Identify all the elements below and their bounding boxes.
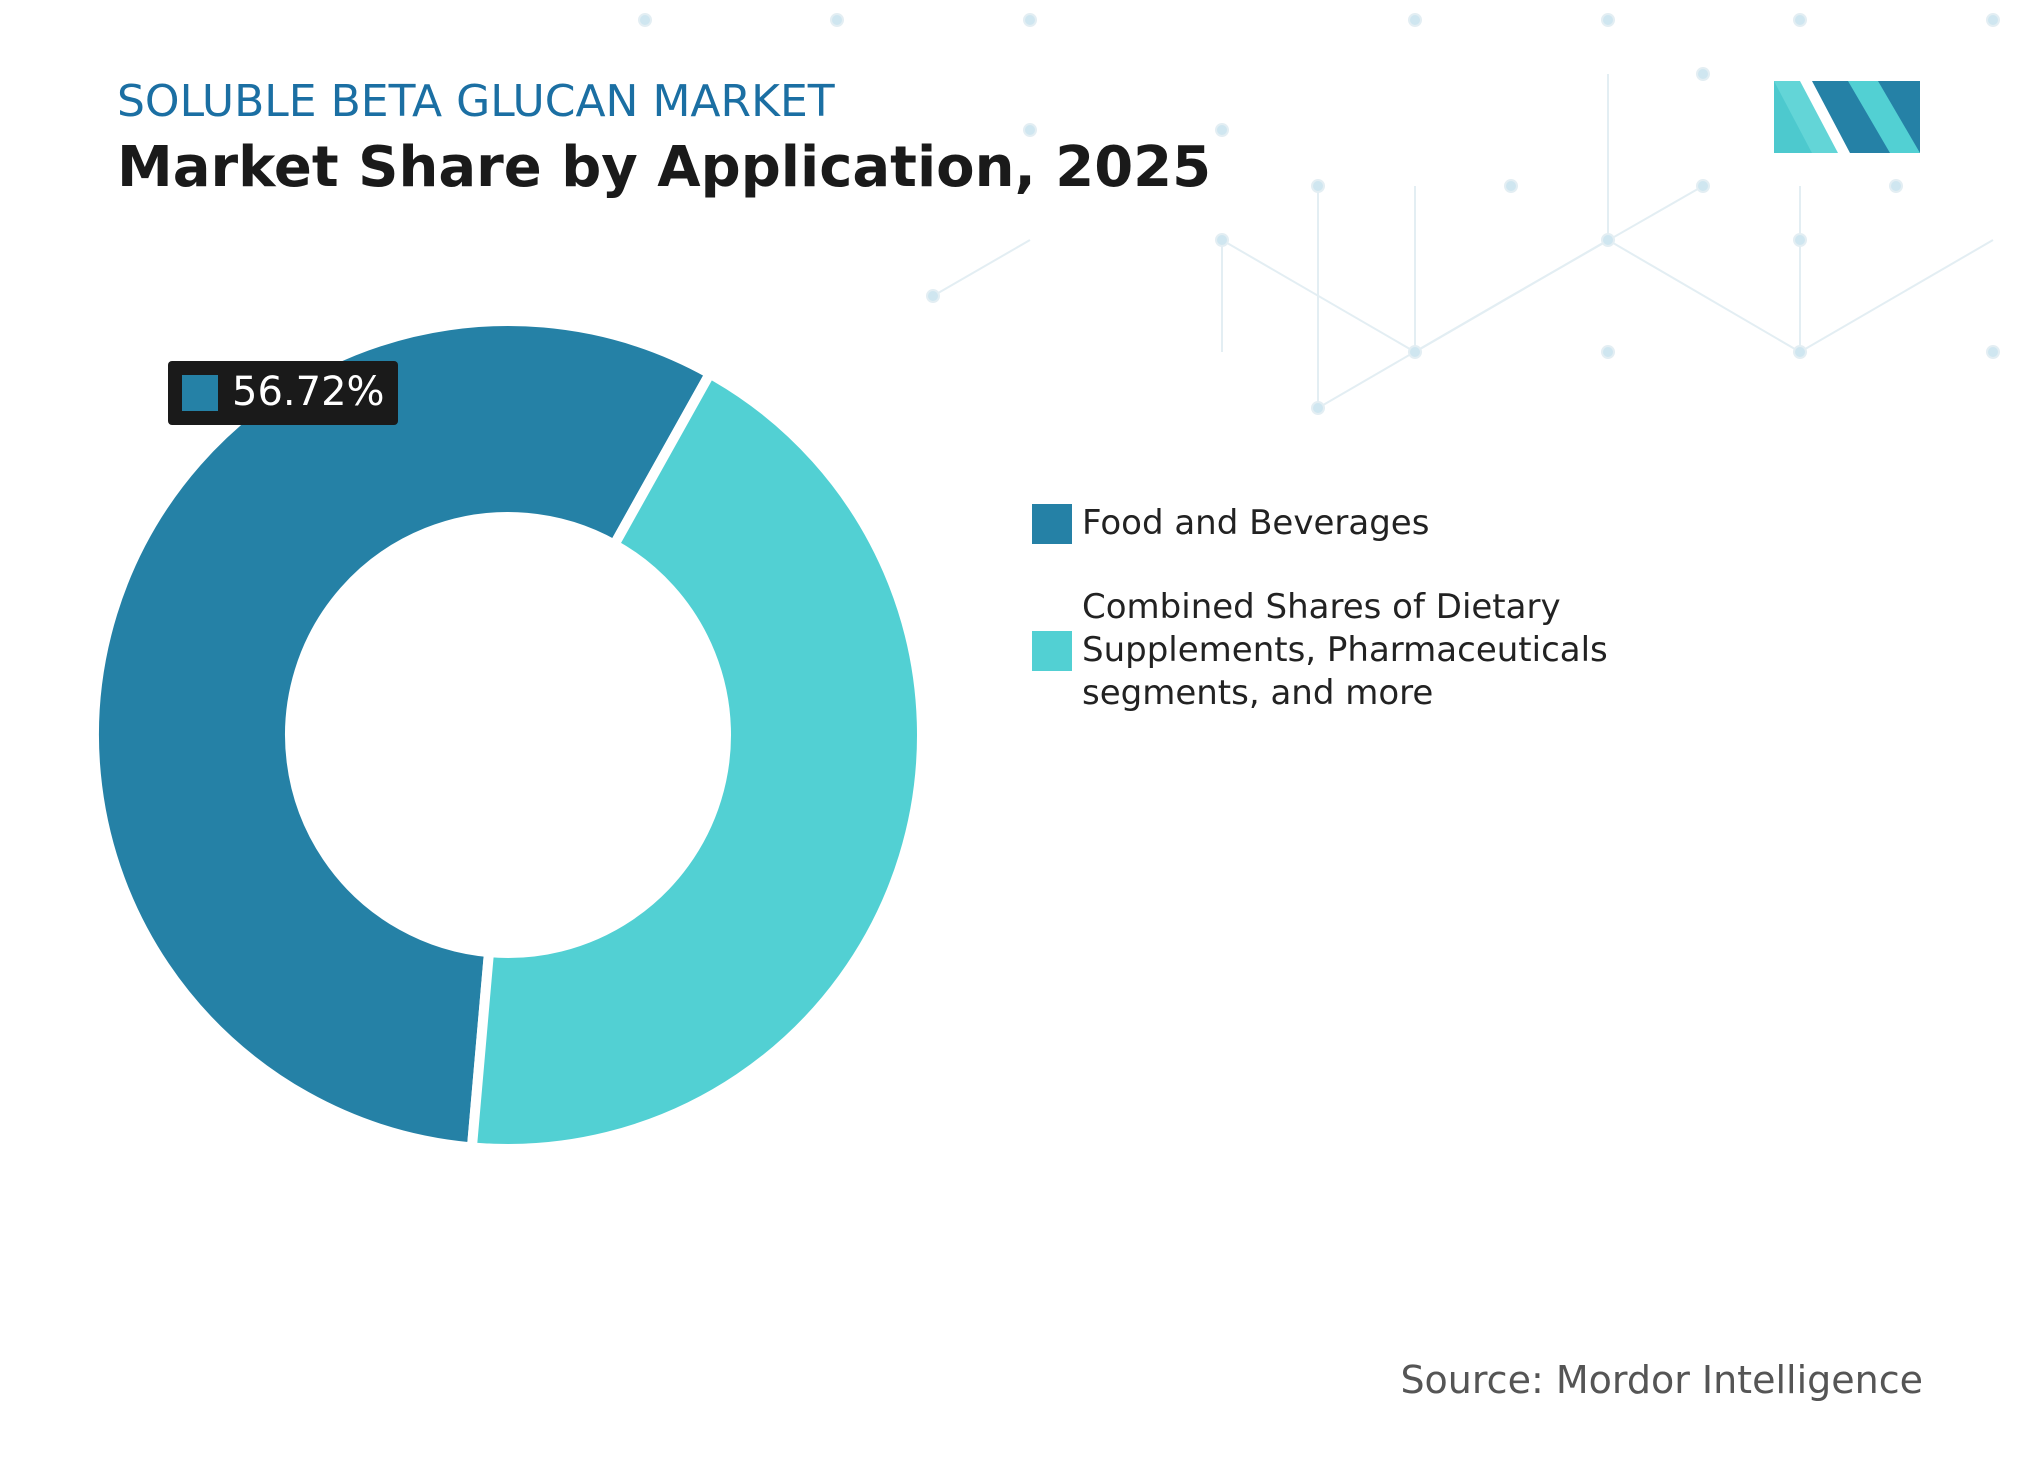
source: Source: Mordor Intelligence [1400,1358,1923,1402]
legend-item: Combined Shares of Dietary Supplements, … [1032,586,1672,715]
chart-subtitle: Market Share by Application, 2025 [117,135,1211,200]
legend-label: Food and Beverages [1082,503,1430,543]
pie-slice [89,316,717,1153]
data-label: 56.72% [168,361,398,425]
label-text: 56.72% [232,369,385,415]
pie-slice [466,366,927,1154]
label-box [168,361,398,425]
label-swatch [182,375,218,411]
legend-swatch [1032,630,1072,671]
legend-item: Food and Beverages [1032,502,1672,545]
chart-title: SOLUBLE BETA GLUCAN MARKET [117,76,835,127]
logo [1774,81,1920,153]
legend-label: Combined Shares of Dietary Supplements, … [1082,587,1608,713]
background-pattern [638,13,2000,415]
legend-swatch [1032,503,1072,544]
